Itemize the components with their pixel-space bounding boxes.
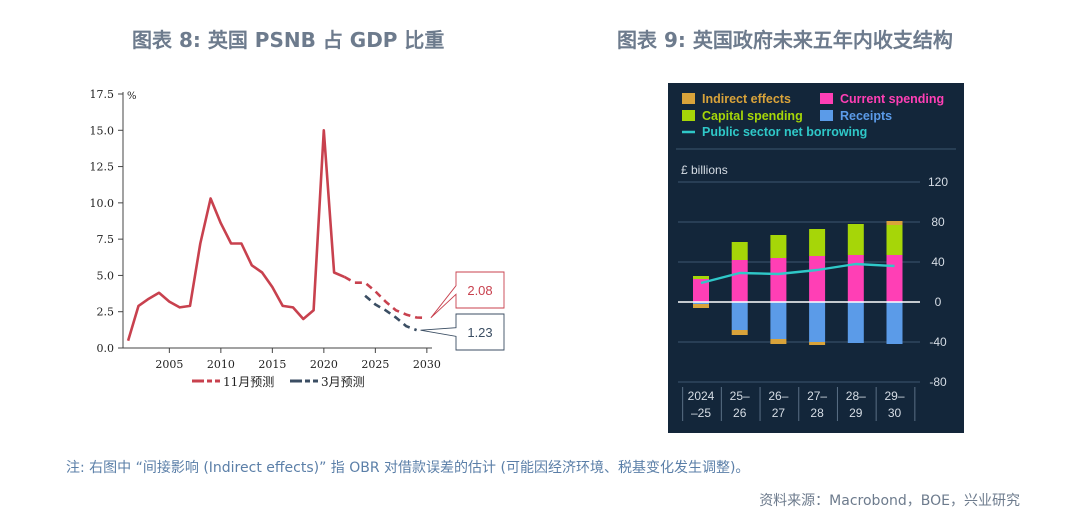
bar-segment — [809, 229, 826, 256]
legend: Indirect effects Current spending Capital … — [682, 92, 944, 139]
bar-segment — [847, 224, 864, 255]
bar-segment — [731, 302, 748, 330]
bar-group — [886, 221, 903, 344]
bar-group — [731, 242, 748, 335]
y-tick-label: -40 — [929, 335, 947, 349]
right-chart-title: 图表 9: 英国政府未来五年内收支结构 — [617, 28, 953, 52]
x-tick-label: 27– — [807, 389, 827, 403]
bar-segment — [847, 302, 864, 343]
x-tick-label: 29– — [884, 389, 904, 403]
value-callout: 2.08 — [430, 271, 505, 319]
bar-group — [693, 276, 709, 308]
borrowing-line — [700, 262, 895, 285]
callout-value: 1.23 — [467, 325, 492, 340]
bar-segment — [770, 339, 787, 344]
callout-value: 2.08 — [467, 283, 492, 298]
y-tick-label: 12.5 — [90, 161, 115, 174]
x-tick-label: 2024 — [688, 389, 715, 403]
source-note: 资料来源：Macrobond，BOE，兴业研究 — [759, 493, 1020, 509]
x-tick-label: 26– — [768, 389, 788, 403]
y-axis-unit: % — [127, 91, 137, 102]
x-tick-label: 27 — [772, 406, 786, 420]
legend: 11月预测 3月预测 — [192, 375, 365, 389]
bar-segment — [693, 276, 709, 279]
legend-label: Receipts — [840, 109, 892, 123]
bar-segment — [886, 221, 903, 225]
bar-segment — [770, 258, 787, 302]
x-tick-label: 29 — [849, 406, 863, 420]
bar-segment — [847, 255, 864, 302]
bar-segment — [693, 302, 709, 304]
x-tick-label: 2025 — [361, 358, 389, 371]
y-axis-unit: £ billions — [681, 163, 728, 177]
series-line — [364, 294, 418, 332]
legend-swatch — [682, 93, 695, 104]
x-tick-label: 30 — [888, 406, 902, 420]
budget-bar-chart: Indirect effects Current spending Capital … — [668, 83, 964, 433]
legend-label: Public sector net borrowing — [702, 125, 867, 139]
bar-segment — [770, 235, 787, 258]
y-tick-label: 0 — [935, 295, 942, 309]
bar-segment — [809, 302, 826, 342]
y-tick-label: 15.0 — [90, 124, 115, 137]
x-tick-label: –25 — [691, 406, 711, 420]
bar-segment — [731, 242, 748, 260]
x-tick-label: 2005 — [155, 358, 183, 371]
x-tick-label: 25– — [730, 389, 750, 403]
x-tick-label: 2030 — [413, 358, 441, 371]
legend-swatch — [820, 110, 833, 121]
x-tick-label: 26 — [733, 406, 747, 420]
value-callout: 1.23 — [420, 313, 505, 351]
x-tick-label: 2020 — [310, 358, 338, 371]
bar-segment — [886, 255, 903, 302]
bar-segment — [693, 302, 709, 308]
legend-label: Current spending — [840, 92, 944, 106]
legend-swatch — [682, 110, 695, 121]
y-tick-label: 40 — [931, 255, 945, 269]
bar-segment — [731, 330, 748, 335]
legend-label: 11月预测 — [223, 375, 274, 389]
y-tick-label: 17.5 — [90, 88, 115, 101]
x-tick-label: 2015 — [258, 358, 286, 371]
y-tick-label: 0.0 — [97, 342, 115, 355]
callout-box — [420, 313, 505, 351]
y-tick-label: 2.5 — [97, 306, 115, 319]
bar-segment — [809, 256, 826, 302]
bar-group — [847, 224, 864, 343]
bar-segment — [886, 302, 903, 344]
x-tick-label: 2010 — [207, 358, 235, 371]
bar-segment — [770, 302, 787, 339]
x-tick-label: 28 — [810, 406, 824, 420]
y-tick-label: 7.5 — [97, 233, 115, 246]
footnote: 注: 右图中 “间接影响 (Indirect effects)” 指 OBR 对… — [66, 460, 750, 476]
legend-swatch — [820, 93, 833, 104]
legend-label: Indirect effects — [702, 92, 791, 106]
psnb-line-chart: 0.0 2.5 5.0 7.5 10.0 12.5 15.0 17.5 % 2005 2010 201… — [90, 88, 505, 389]
bar-segment — [809, 342, 826, 345]
x-tick-label: 28– — [846, 389, 866, 403]
y-tick-label: -80 — [929, 375, 947, 389]
y-tick-label: 10.0 — [90, 197, 115, 210]
series-line — [343, 275, 427, 320]
bar-segment — [693, 279, 709, 302]
bar-group — [809, 229, 826, 345]
y-tick-label: 5.0 — [97, 269, 115, 282]
bar-segment — [731, 260, 748, 302]
y-tick-label: 120 — [928, 175, 948, 189]
legend-label: Capital spending — [702, 109, 803, 123]
series-line — [126, 128, 345, 342]
left-chart-title: 图表 8: 英国 PSNB 占 GDP 比重 — [132, 28, 445, 52]
bar-segment — [886, 225, 903, 255]
y-tick-label: 80 — [931, 215, 945, 229]
bar-group — [770, 235, 787, 344]
legend-label: 3月预测 — [321, 375, 365, 389]
callout-box — [430, 271, 505, 319]
